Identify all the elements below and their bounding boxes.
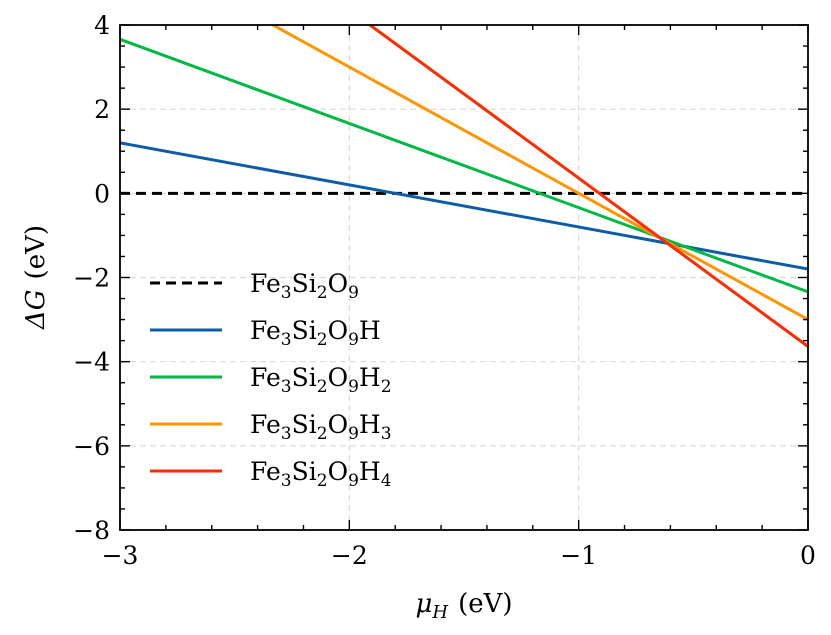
x-axis-label-main: μ bbox=[415, 589, 432, 619]
series-line-Fe3Si2O9H3 bbox=[269, 25, 808, 321]
y-axis-label: ΔG (eV) bbox=[21, 225, 51, 330]
legend-label-Fe3Si2O9H2: Fe3Si2O9H2 bbox=[250, 363, 392, 397]
x-axis-label-sub: H bbox=[431, 602, 448, 623]
y-tick-label: 0 bbox=[94, 179, 110, 208]
series-lines bbox=[120, 25, 808, 348]
ticks bbox=[119, 24, 809, 531]
legend-label-Fe3Si2O9H4: Fe3Si2O9H4 bbox=[250, 457, 392, 491]
y-tick-label: 4 bbox=[94, 11, 110, 40]
x-tick-label: −2 bbox=[331, 541, 368, 570]
series-line-Fe3Si2O9H bbox=[120, 141, 808, 271]
x-axis-label-units: (eV) bbox=[458, 589, 512, 619]
grid bbox=[119, 24, 809, 531]
y-tick-label: 2 bbox=[94, 95, 110, 124]
legend-label-Fe3Si2O9H: Fe3Si2O9H bbox=[250, 316, 381, 350]
y-tick-label: −8 bbox=[73, 516, 110, 545]
legend-label-Fe3Si2O9: Fe3Si2O9 bbox=[250, 269, 359, 303]
legend: Fe3Si2O9 Fe3Si2O9H Fe3Si2O9H2 Fe3Si2O9H3 Fe3… bbox=[150, 269, 392, 491]
y-tick-label: −6 bbox=[73, 432, 110, 461]
x-axis-label: μH (eV) bbox=[415, 589, 512, 623]
series-line-Fe3Si2O9H4 bbox=[367, 25, 808, 348]
x-tick-label: 0 bbox=[800, 541, 816, 570]
y-tick-label: −4 bbox=[73, 348, 110, 377]
y-axis-label-units: (eV) bbox=[21, 225, 51, 279]
series-line-Fe3Si2O9H2 bbox=[120, 37, 808, 294]
x-tick-label: −1 bbox=[560, 541, 597, 570]
y-tick-label: −2 bbox=[73, 264, 110, 293]
legend-label-Fe3Si2O9H3: Fe3Si2O9H3 bbox=[250, 410, 392, 444]
tick-labels: −3 −2 −1 0 −8 −6 −4 −2 0 2 4 bbox=[73, 11, 816, 570]
y-axis-label-main: ΔG bbox=[21, 289, 51, 330]
x-tick-label: −3 bbox=[102, 541, 139, 570]
